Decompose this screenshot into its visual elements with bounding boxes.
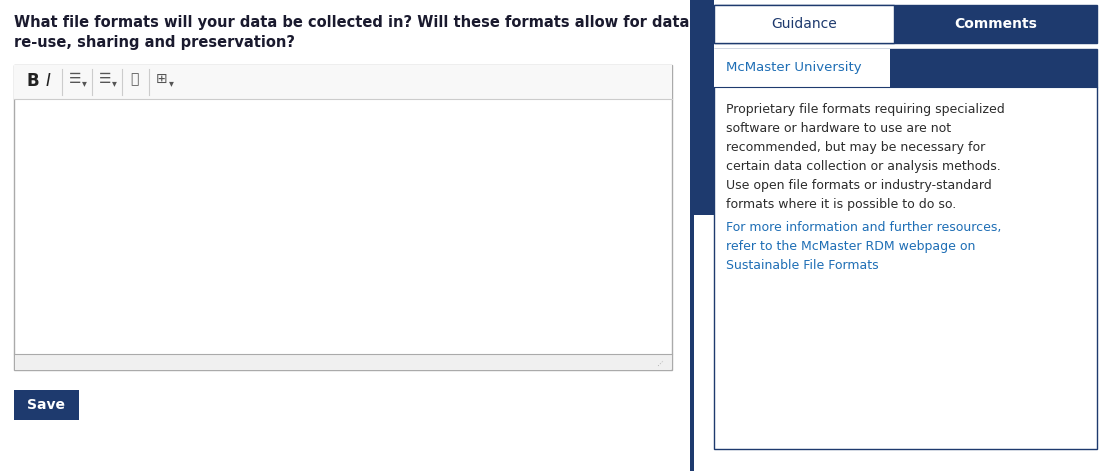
Text: ⛓: ⛓ [130, 72, 138, 86]
Text: ⋯: ⋯ [655, 357, 667, 369]
Bar [694, 0, 714, 215]
Text: Save: Save [28, 398, 65, 412]
Text: McMaster University: McMaster University [726, 62, 861, 74]
Text: B: B [26, 72, 39, 90]
Bar [714, 49, 1097, 449]
Text: Comments: Comments [954, 17, 1037, 31]
Text: >: > [697, 5, 710, 20]
Text: ▾: ▾ [113, 78, 117, 88]
Text: re-use, sharing and preservation?: re-use, sharing and preservation? [14, 35, 295, 50]
Bar [15, 354, 671, 370]
Bar [14, 65, 672, 99]
Text: ▾: ▾ [82, 78, 87, 88]
Bar [14, 390, 79, 420]
Bar [14, 65, 672, 370]
Text: What file formats will your data be collected in? Will these formats allow for d: What file formats will your data be coll… [14, 15, 689, 30]
Bar [714, 5, 895, 43]
Text: ⊞: ⊞ [156, 72, 168, 86]
Text: ☰: ☰ [99, 72, 111, 86]
Text: Comments & Guidance: Comments & Guidance [699, 57, 709, 178]
Text: ▾: ▾ [169, 78, 174, 88]
Bar [714, 49, 890, 87]
Text: For more information and further resources,
refer to the McMaster RDM webpage on: For more information and further resourc… [726, 221, 1002, 272]
Text: Proprietary file formats requiring specialized
software or hardware to use are n: Proprietary file formats requiring speci… [726, 103, 1005, 211]
Text: Guidance: Guidance [771, 17, 837, 31]
Bar [714, 5, 1097, 43]
Text: I: I [46, 72, 51, 90]
Bar [690, 0, 694, 471]
Bar [890, 49, 1097, 87]
Text: ☰: ☰ [69, 72, 82, 86]
